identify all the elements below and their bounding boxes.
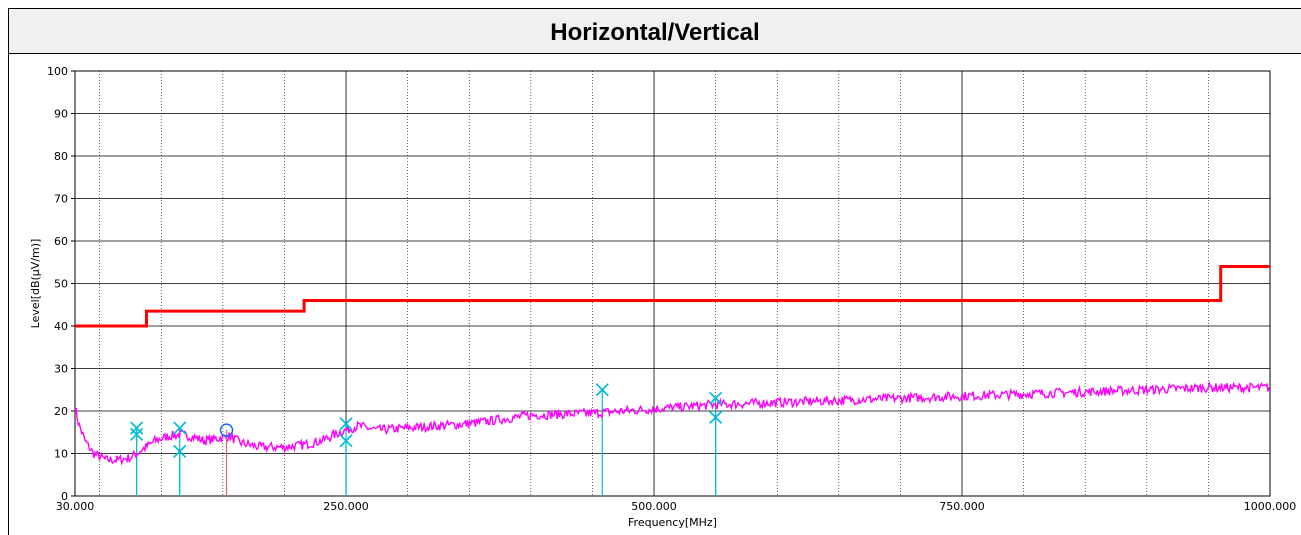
qp-marker bbox=[130, 421, 144, 435]
measurement-trace bbox=[74, 380, 1270, 466]
qp-marker bbox=[595, 383, 609, 397]
y-tick-label: 90 bbox=[54, 108, 68, 121]
y-tick-label: 0 bbox=[61, 490, 68, 503]
x-tick-label: 1000.000 bbox=[1244, 500, 1297, 513]
chart-title: Horizontal/Vertical bbox=[550, 19, 760, 46]
y-tick-label: 10 bbox=[54, 448, 68, 461]
y-tick-label: 40 bbox=[54, 320, 68, 333]
x-tick-label: 250.000 bbox=[323, 500, 369, 513]
qp-marker bbox=[130, 427, 144, 441]
y-tick-label: 100 bbox=[47, 65, 68, 78]
y-axis-label: Level[dB(µV/m)] bbox=[29, 239, 42, 329]
x-axis-label: Frequency[MHz] bbox=[628, 516, 717, 529]
qp-marker bbox=[709, 410, 723, 424]
limit-line bbox=[75, 265, 1270, 328]
qp-marker bbox=[709, 391, 723, 405]
x-tick-label: 750.000 bbox=[939, 500, 985, 513]
x-tick-labels: 30.000 250.000 500.000 750.000 1000.000 bbox=[56, 500, 1297, 513]
peak-marker-circle bbox=[219, 423, 234, 437]
major-grid bbox=[75, 71, 1270, 496]
y-tick-label: 80 bbox=[54, 150, 68, 163]
x-tick-label: 30.000 bbox=[56, 500, 95, 513]
title-bar: Horizontal/Vertical bbox=[8, 8, 1301, 54]
qp-marker bbox=[339, 417, 353, 431]
y-tick-label: 20 bbox=[54, 405, 68, 418]
series-layer bbox=[74, 265, 1270, 496]
qp-marker bbox=[173, 444, 187, 458]
y-tick-label: 50 bbox=[54, 278, 68, 291]
y-tick-labels: 0 10 20 30 40 50 60 70 80 90 100 bbox=[47, 65, 75, 503]
qp-marker bbox=[173, 421, 187, 435]
y-tick-label: 70 bbox=[54, 193, 68, 206]
qp-marker bbox=[339, 434, 353, 448]
x-tick-label: 500.000 bbox=[631, 500, 677, 513]
y-tick-label: 60 bbox=[54, 235, 68, 248]
y-tick-label: 30 bbox=[54, 363, 68, 376]
